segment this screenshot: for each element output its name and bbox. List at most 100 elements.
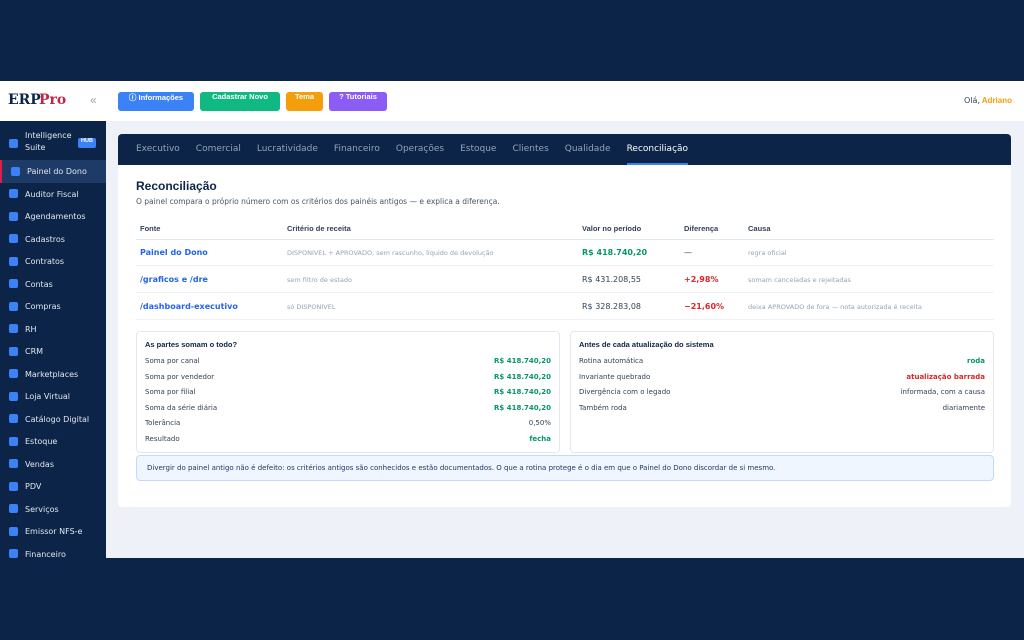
sidebar-icon (9, 279, 18, 289)
tab[interactable]: Qualidade (564, 144, 611, 154)
table-header: Causa (748, 224, 771, 233)
sidebar-icon (9, 549, 18, 559)
panel-value: R$ 418.740,20 (494, 372, 551, 381)
top-button[interactable]: ? Tutoriais (329, 92, 387, 111)
tab[interactable]: Financeiro (333, 144, 380, 154)
sidebar-item[interactable]: Compras (0, 295, 106, 318)
tab[interactable]: Lucratividade (256, 144, 318, 154)
sidebar-item[interactable]: Estoque (0, 430, 106, 453)
sidebar-item[interactable]: Agendamentos (0, 205, 106, 228)
sidebar-item[interactable]: Emissor NFS-e (0, 520, 106, 543)
sidebar-icon (9, 504, 18, 514)
greeting: Olá, (964, 96, 980, 105)
sidebar-label: Serviços (25, 504, 59, 514)
sidebar-item[interactable]: Catálogo Digital (0, 408, 106, 431)
app: ERP Pro « Intelligence Suite HUB Painel do Do… (0, 81, 1024, 559)
table-rule (136, 239, 994, 240)
table-cell: R$ 418.740,20 (582, 248, 648, 257)
table-cell: R$ 431.208,55 (582, 275, 641, 284)
table-cell: −21,60% (684, 302, 725, 311)
panel-value: R$ 418.740,20 (494, 403, 551, 412)
sidebar: Intelligence Suite HUB Painel do Dono Audit… (0, 121, 106, 559)
panel-value: 0,50% (528, 419, 551, 427)
sidebar-icon (9, 459, 18, 469)
panel-value: R$ 418.740,20 (494, 357, 551, 365)
sidebar-icon (9, 189, 18, 199)
sidebar-label: Contratos (25, 257, 65, 266)
panel-label: Soma por vendedor (145, 372, 215, 381)
sidebar-item[interactable]: Cadastros (0, 228, 106, 251)
sidebar-item[interactable]: Marketplaces (0, 363, 106, 386)
panel-label: Soma por filial (145, 388, 196, 396)
sidebar-item[interactable]: Contas (0, 273, 106, 296)
sidebar-item[interactable]: Painel do Dono (0, 160, 106, 183)
sidebar-label: CRM (25, 347, 44, 356)
tab[interactable]: Clientes (512, 144, 549, 154)
sidebar-item[interactable]: Auditor Fiscal (0, 183, 106, 206)
table-header: Valor no período (582, 224, 642, 233)
sidebar-icon (9, 481, 18, 491)
section-title: Reconciliação (136, 179, 217, 193)
panel-label: Soma por canal (145, 357, 200, 365)
table-cell: só DISPONIVEL (287, 303, 336, 311)
sidebar-icon (9, 391, 18, 401)
table-header: Critério de receita (287, 224, 351, 233)
sidebar-item[interactable]: PDV (0, 475, 106, 498)
table-header: Diferença (684, 224, 719, 233)
topbar: ⓘ Informações Cadastrar Novo Tema ? Tutoria… (106, 81, 1024, 121)
sidebar-label: Painel do Dono (27, 167, 87, 176)
panel-value: diariamente (942, 403, 985, 412)
panel-label: Divergência com o legado (579, 388, 671, 396)
sidebar-label: Auditor Fiscal (25, 189, 79, 199)
table-cell: regra oficial (748, 249, 787, 257)
panel-title: Antes de cada atualização do sistema (579, 340, 714, 349)
panel-label: Invariante quebrado (579, 372, 651, 381)
top-button[interactable]: Cadastrar Novo (200, 92, 280, 111)
table-cell: /dashboard-executivo (140, 302, 238, 311)
top-button[interactable]: ⓘ Informações (118, 92, 194, 111)
panel-title: As partes somam o todo? (145, 340, 238, 349)
user-name: Adriano (981, 96, 1012, 105)
sidebar-item[interactable]: Contratos (0, 250, 106, 273)
panel-label: Resultado (145, 434, 180, 443)
tab[interactable]: Executivo (136, 144, 180, 154)
sidebar-item[interactable]: RH (0, 318, 106, 341)
sidebar-label: Marketplaces (25, 369, 79, 379)
card: Executivo Comercial Lucratividade Financeir… (118, 134, 1011, 507)
collapse-button[interactable]: « (90, 93, 97, 107)
sidebar-item[interactable]: Intelligence Suite HUB (0, 126, 106, 160)
tab[interactable]: Estoque (460, 144, 497, 154)
sidebar-item[interactable]: Vendas (0, 453, 106, 476)
sidebar-icon (9, 301, 18, 311)
sidebar-label: Catálogo Digital (25, 414, 90, 424)
table-cell: somam canceladas e rejeitadas (748, 276, 851, 284)
sidebar-label: Contas (25, 279, 53, 289)
sidebar-label: Emissor NFS-e (25, 527, 83, 536)
sidebar-label: Financeiro (25, 549, 66, 559)
panel-value: informada, com a causa (900, 388, 985, 396)
sidebar-label: Vendas (25, 459, 54, 469)
sidebar-icon (9, 369, 18, 379)
sidebar-icon (9, 234, 18, 244)
logo-pro: Pro (39, 92, 67, 108)
panel-label: Rotina automática (579, 357, 644, 365)
sidebar-item[interactable]: Loja Virtual (0, 385, 106, 408)
table-rule (136, 292, 994, 293)
top-button[interactable]: Tema (286, 92, 323, 111)
table-header: Fonte (140, 224, 161, 233)
tab[interactable]: Reconciliação (626, 134, 689, 165)
sidebar-label: RH (25, 324, 37, 334)
sidebar-item[interactable]: CRM (0, 340, 106, 363)
tab[interactable]: Operações (395, 144, 445, 154)
sidebar-icon (9, 138, 18, 148)
tab[interactable]: Comercial (195, 144, 241, 154)
sidebar-label: Cadastros (25, 234, 65, 244)
table-cell: deixa APROVADO de fora — nota autorizada… (748, 303, 922, 311)
panel-label: Também roda (579, 403, 627, 412)
table-rule (136, 265, 994, 266)
table-cell: /graficos e /dre (140, 275, 208, 284)
panel-value: R$ 418.740,20 (494, 388, 551, 396)
sidebar-item[interactable]: Serviços (0, 498, 106, 521)
sidebar-item[interactable]: Financeiro (0, 543, 106, 566)
